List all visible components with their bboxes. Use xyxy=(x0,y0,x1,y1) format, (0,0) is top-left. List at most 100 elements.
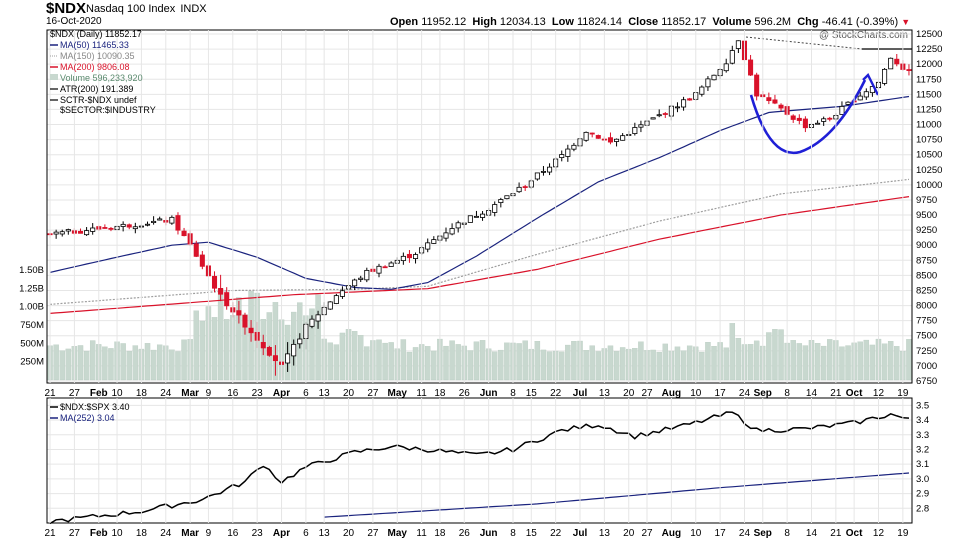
x-tick-label: 18 xyxy=(434,528,446,539)
volume-bar xyxy=(705,342,711,381)
volume-bar xyxy=(571,341,577,381)
volume-bar xyxy=(309,308,315,381)
candle-body xyxy=(157,218,163,221)
volume-bar xyxy=(65,348,72,381)
volume-bar xyxy=(236,297,242,381)
volume-bar xyxy=(156,344,163,381)
x-tick-label: 10 xyxy=(690,388,702,399)
volume-bar xyxy=(89,340,96,381)
x-tick-label: 14 xyxy=(806,528,818,539)
price-legend: $NDX (Daily) 11852.17 MA(50) 11465.33 MA… xyxy=(50,29,156,115)
candle-body xyxy=(735,40,741,49)
x-tick-label: 21 xyxy=(44,388,56,399)
x-tick-label: 18 xyxy=(136,528,148,539)
ohlc-readout: Open 11952.12 High 12034.13 Low 11824.14… xyxy=(390,16,910,28)
volume-bar xyxy=(467,350,474,381)
volume-tick-label: 1.50B xyxy=(19,265,44,276)
volume-bar xyxy=(546,351,553,381)
legend-ratio: $NDX:$SPX 3.40 xyxy=(60,402,130,412)
price-tick-label: 8250 xyxy=(916,285,937,296)
price-tick-label: 12250 xyxy=(916,44,942,55)
candle-body xyxy=(638,124,644,128)
x-tick-label: 8 xyxy=(510,528,516,539)
candle-body xyxy=(845,101,851,105)
x-tick-label: Apr xyxy=(273,388,290,399)
price-grid xyxy=(47,33,912,382)
price-tick-label: 10500 xyxy=(916,150,942,161)
candle-body xyxy=(589,132,595,135)
x-tick-label: 10 xyxy=(111,528,123,539)
candle-body xyxy=(522,186,528,188)
candle-body xyxy=(291,343,297,357)
volume-bar xyxy=(607,345,614,381)
ratio-tick-label: 2.8 xyxy=(916,503,929,514)
volume-bar xyxy=(565,344,571,381)
volume-bar xyxy=(315,294,321,381)
x-tick-label: 27 xyxy=(641,528,653,539)
price-tick-label: 11000 xyxy=(916,120,942,131)
candle-body xyxy=(242,314,248,328)
candle-body xyxy=(236,310,242,316)
volume-bar xyxy=(144,343,151,381)
candle-body xyxy=(90,227,96,232)
volume-bar xyxy=(217,288,224,381)
x-tick-label: 27 xyxy=(69,528,81,539)
candle-body xyxy=(309,318,315,327)
volume-bar xyxy=(400,339,407,381)
volume-bar xyxy=(650,349,656,381)
x-tick-label: 16 xyxy=(227,528,239,539)
chg-label: Chg xyxy=(797,16,819,28)
candle-body xyxy=(181,230,187,237)
x-tick-label: 8 xyxy=(510,388,516,399)
ratio-lines xyxy=(49,411,910,525)
legend-volume: Volume 596,233,920 xyxy=(60,73,143,83)
volume-bar xyxy=(175,351,181,381)
candle-body xyxy=(583,131,589,141)
x-tick-label: 24 xyxy=(739,528,751,539)
legend-ma200: MA(200) 9806.08 xyxy=(60,62,130,72)
candle-body xyxy=(211,275,218,289)
volume-bar xyxy=(747,344,754,381)
x-tick-label: 27 xyxy=(367,388,379,399)
volume-bar xyxy=(680,350,687,381)
price-tick-label: 11500 xyxy=(916,89,942,100)
volume-bar xyxy=(327,342,333,381)
candle-body xyxy=(723,63,729,72)
price-tick-label: 9750 xyxy=(916,195,937,206)
candle-body xyxy=(382,266,388,269)
volume-bar xyxy=(431,350,437,381)
volume-bar xyxy=(735,338,742,381)
legend-ratio-ma: MA(252) 3.04 xyxy=(60,413,115,423)
candle-body xyxy=(748,59,754,76)
candle-body xyxy=(272,355,278,362)
x-tick-label: 11 xyxy=(416,388,427,399)
volume-bar xyxy=(839,346,845,381)
x-tick-label: 19 xyxy=(897,388,909,399)
candle-body xyxy=(400,255,406,262)
x-tick-label: Sep xyxy=(754,528,772,539)
x-tick-label: Oct xyxy=(846,388,863,399)
candle-body xyxy=(364,269,370,281)
x-tick-label: 6 xyxy=(303,528,309,539)
x-tick-label: Jul xyxy=(573,388,588,399)
volume-bar xyxy=(595,351,601,381)
x-tick-label: 20 xyxy=(343,388,355,399)
x-tick-label: 9 xyxy=(206,388,212,399)
volume-bar xyxy=(351,331,358,381)
candle-body xyxy=(144,223,151,226)
ratio-panel-border xyxy=(46,397,913,524)
candle-body xyxy=(169,216,175,224)
price-tick-label: 7250 xyxy=(916,346,937,357)
volume-bar xyxy=(845,345,851,381)
volume-bar xyxy=(723,347,729,381)
handle-annotation xyxy=(862,72,880,96)
close-value: 11852.17 xyxy=(661,16,707,28)
x-tick-label: Jun xyxy=(480,528,498,539)
ticker-symbol: $NDX xyxy=(46,0,87,17)
candle-body xyxy=(108,227,114,230)
candle-body xyxy=(516,186,522,193)
x-tick-label: 19 xyxy=(897,528,909,539)
x-tick-label: Jul xyxy=(573,528,588,539)
price-tick-label: 8750 xyxy=(916,255,937,266)
resistance-dotted-line xyxy=(745,36,863,50)
